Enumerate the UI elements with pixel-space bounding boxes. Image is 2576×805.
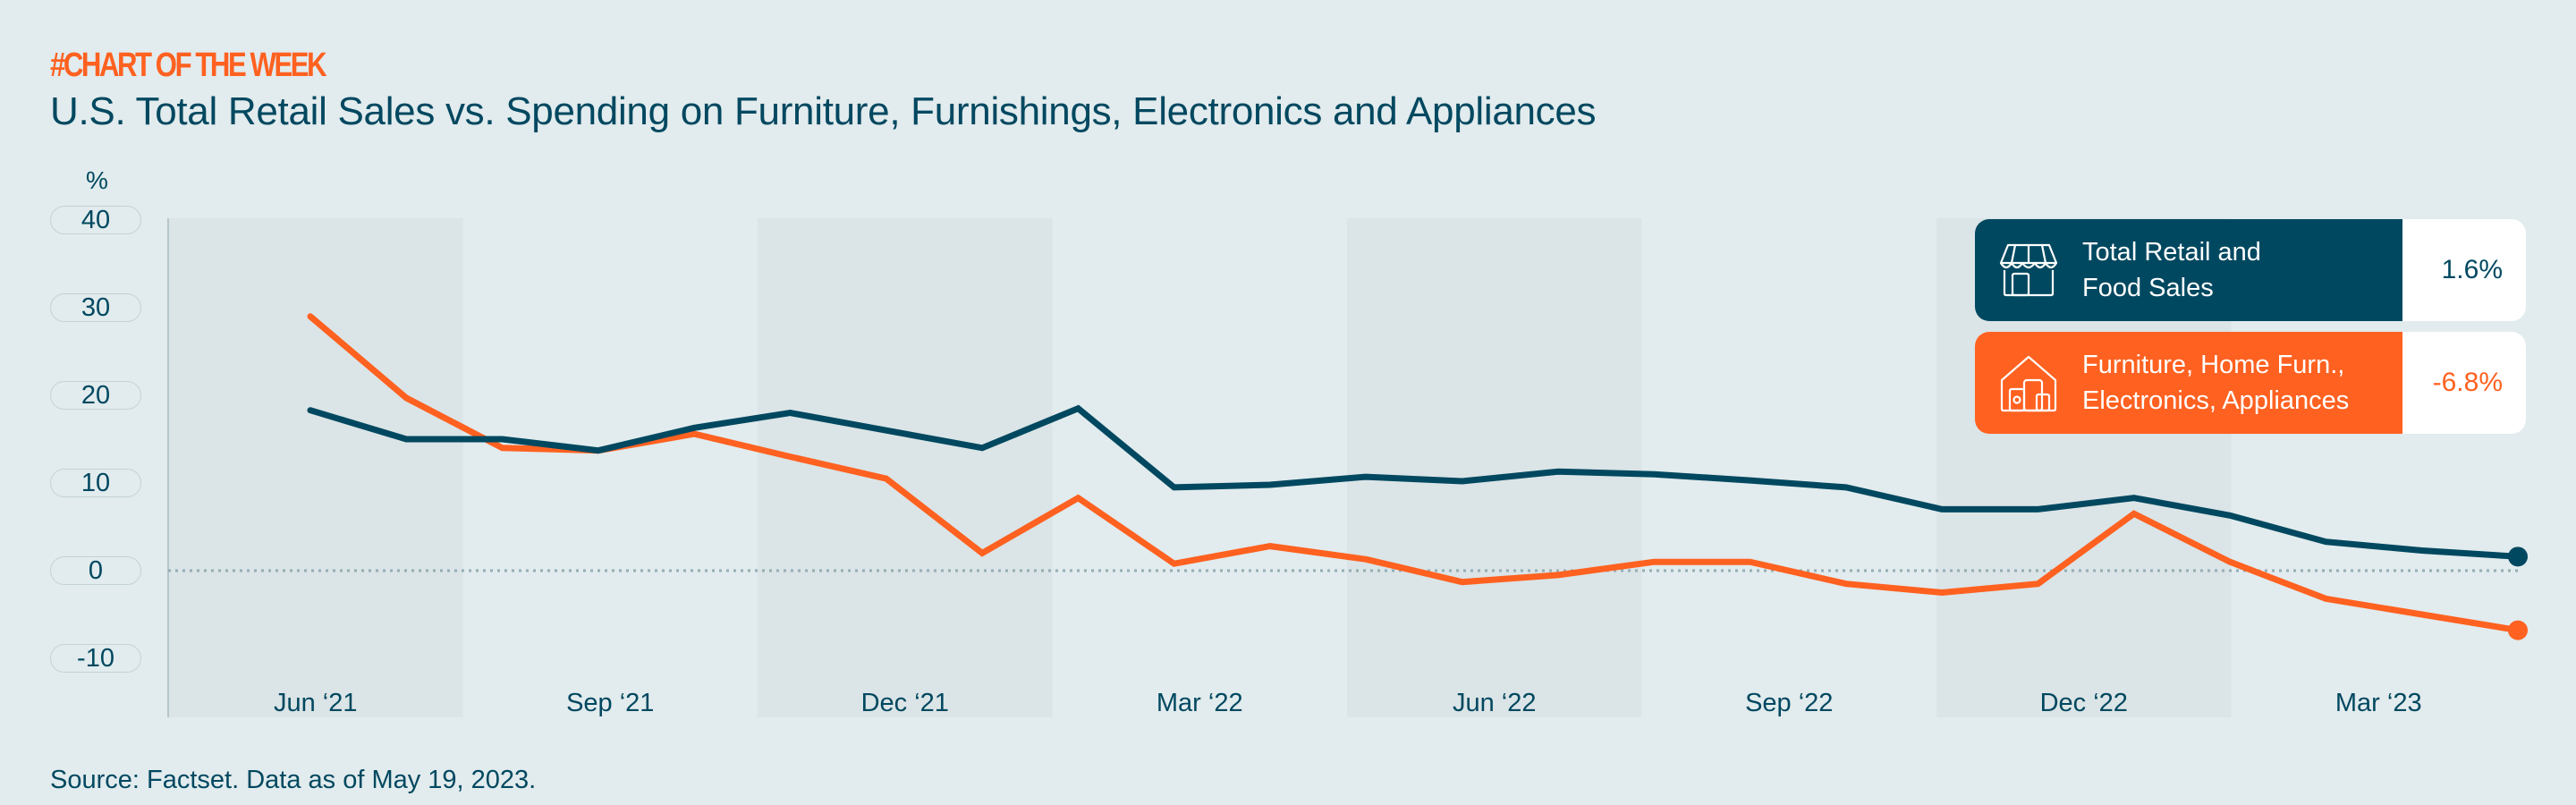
- y-tick-label: 0: [50, 556, 141, 585]
- legend-label-line2: Electronics, Appliances: [2082, 386, 2350, 415]
- y-tick-label: -10: [50, 644, 141, 673]
- storefront-icon: [1975, 243, 2082, 297]
- series-line-furniture: [307, 313, 2521, 634]
- x-tick-label: Dec ‘22: [2039, 689, 2128, 717]
- x-tick-label: Sep ‘21: [566, 689, 655, 717]
- y-tick-label: 40: [50, 206, 141, 234]
- kicker: #CHART OF THE WEEK: [50, 47, 327, 84]
- series-line-total-retail: [307, 404, 2521, 560]
- legend-item-furniture: Furniture, Home Furn., Electronics, Appl…: [1975, 332, 2526, 434]
- quarter-band: [168, 218, 463, 717]
- x-tick-label: Jun ‘22: [1452, 689, 1537, 717]
- house-appliances-icon: [1975, 353, 2082, 412]
- legend-value: -6.8%: [2432, 368, 2503, 397]
- quarter-band: [1347, 218, 1642, 717]
- y-tick-label: 10: [50, 469, 141, 497]
- y-tick-label: 20: [50, 381, 141, 410]
- y-axis-unit: %: [86, 166, 108, 194]
- x-tick-label: Dec ‘21: [860, 689, 949, 717]
- chart-title: U.S. Total Retail Sales vs. Spending on …: [50, 89, 1597, 133]
- end-point-marker: [2508, 620, 2528, 640]
- series-lines: [307, 313, 2528, 640]
- y-tick-label: 30: [50, 293, 141, 322]
- x-tick-label: Jun ‘21: [273, 689, 358, 717]
- x-tick-label: Mar ‘23: [2334, 689, 2422, 717]
- end-point-marker: [2508, 547, 2528, 567]
- legend-value: 1.6%: [2441, 255, 2503, 284]
- quarter-band: [758, 218, 1053, 717]
- legend-label-line1: Furniture, Home Furn.,: [2082, 351, 2345, 379]
- legend-label-line2: Food Sales: [2082, 274, 2214, 302]
- source-note: Source: Factset. Data as of May 19, 2023…: [50, 766, 537, 794]
- legend-label-line1: Total Retail and: [2082, 238, 2261, 267]
- x-tick-label: Mar ‘22: [1156, 689, 1243, 717]
- quarter-bands: [168, 218, 2232, 717]
- x-tick-label: Sep ‘22: [1745, 689, 1834, 717]
- legend-item-total-retail: Total Retail and Food Sales 1.6%: [1975, 219, 2526, 321]
